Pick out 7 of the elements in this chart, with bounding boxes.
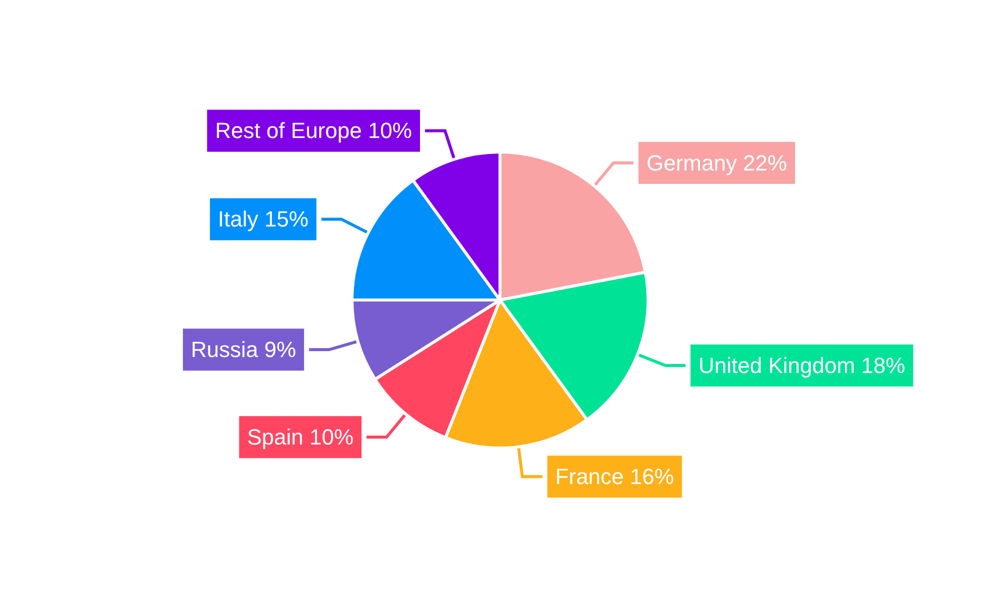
slice-label: Italy 15% xyxy=(218,206,308,232)
slice-label: Spain 10% xyxy=(247,424,354,450)
slice-label: United Kingdom 18% xyxy=(698,353,906,378)
slice-label: Russia 9% xyxy=(190,337,296,362)
slice-label: France 16% xyxy=(555,464,674,490)
slice-label: Rest of Europe 10% xyxy=(215,118,412,144)
slice-label: Germany 22% xyxy=(646,150,788,176)
